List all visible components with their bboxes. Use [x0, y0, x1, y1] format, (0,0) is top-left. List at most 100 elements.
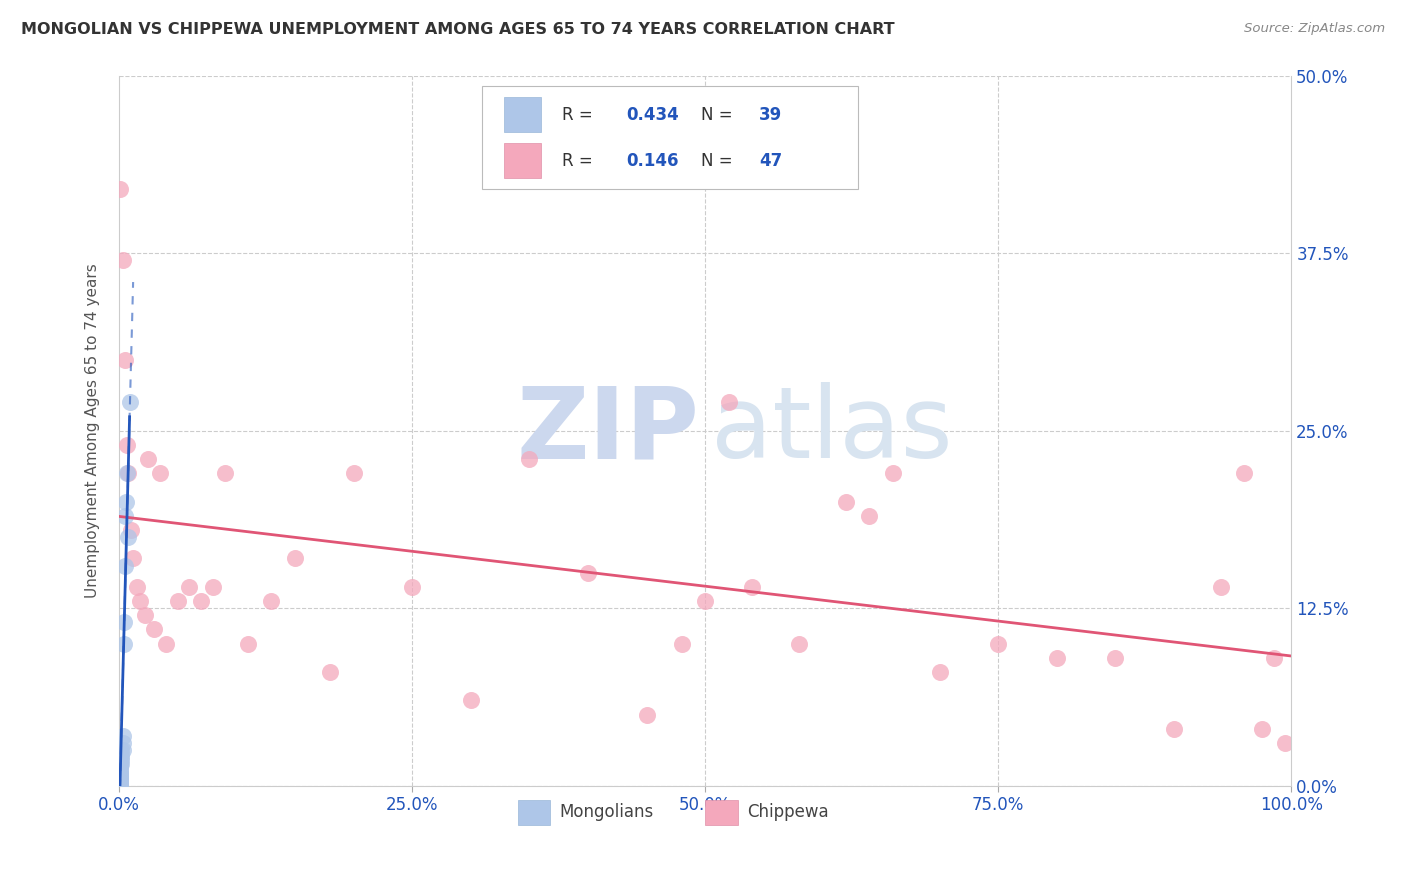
Point — [179, 580, 201, 594]
Point — [155, 637, 177, 651]
Point — [118, 395, 141, 409]
Point — [1209, 580, 1232, 594]
Text: N =: N = — [700, 105, 737, 124]
Point — [741, 580, 763, 594]
Point — [114, 508, 136, 523]
Point — [110, 766, 132, 780]
Point — [236, 637, 259, 651]
Point — [108, 774, 131, 789]
Text: Chippewa: Chippewa — [748, 803, 830, 821]
Point — [110, 779, 132, 793]
Point — [108, 776, 131, 790]
Point — [134, 608, 156, 623]
Point — [190, 594, 212, 608]
Y-axis label: Unemployment Among Ages 65 to 74 years: Unemployment Among Ages 65 to 74 years — [86, 263, 100, 598]
Point — [342, 467, 364, 481]
Point — [787, 637, 810, 651]
Point — [110, 757, 132, 772]
Point — [108, 770, 131, 784]
Point — [110, 764, 132, 779]
Point — [460, 693, 482, 707]
Bar — [503, 97, 541, 132]
Point — [112, 615, 135, 630]
Point — [117, 467, 139, 481]
Point — [1233, 467, 1256, 481]
Point — [108, 772, 131, 786]
Point — [1163, 722, 1185, 736]
Point — [129, 594, 152, 608]
Point — [110, 750, 132, 764]
Text: atlas: atlas — [711, 382, 953, 479]
Point — [110, 779, 132, 793]
Point — [108, 774, 131, 789]
Point — [1274, 736, 1296, 750]
Point — [122, 551, 145, 566]
Point — [671, 637, 693, 651]
Point — [110, 757, 132, 772]
Point — [108, 779, 131, 793]
Point — [138, 452, 160, 467]
Text: 0.146: 0.146 — [627, 152, 679, 169]
Text: MONGOLIAN VS CHIPPEWA UNEMPLOYMENT AMONG AGES 65 TO 74 YEARS CORRELATION CHART: MONGOLIAN VS CHIPPEWA UNEMPLOYMENT AMONG… — [21, 22, 894, 37]
Bar — [503, 143, 541, 178]
Point — [110, 182, 132, 196]
Point — [120, 523, 142, 537]
Bar — [517, 800, 551, 825]
Point — [149, 467, 172, 481]
Point — [117, 530, 139, 544]
Point — [110, 767, 132, 781]
Text: N =: N = — [700, 152, 737, 169]
Point — [111, 253, 134, 268]
Point — [1046, 651, 1069, 665]
Text: Mongolians: Mongolians — [560, 803, 654, 821]
Point — [201, 580, 224, 594]
Point — [108, 779, 131, 793]
Point — [214, 467, 236, 481]
Point — [110, 757, 132, 772]
Point — [117, 467, 139, 481]
Point — [143, 623, 166, 637]
Point — [695, 594, 717, 608]
Point — [110, 769, 132, 783]
Point — [108, 779, 131, 793]
Point — [110, 777, 132, 791]
Point — [110, 772, 132, 786]
Point — [928, 665, 950, 679]
Text: R =: R = — [562, 152, 598, 169]
Point — [319, 665, 342, 679]
Point — [401, 580, 423, 594]
Point — [858, 508, 880, 523]
Point — [1104, 651, 1126, 665]
Point — [260, 594, 283, 608]
Point — [117, 438, 139, 452]
Point — [114, 558, 136, 573]
Text: Source: ZipAtlas.com: Source: ZipAtlas.com — [1244, 22, 1385, 36]
Point — [284, 551, 307, 566]
Point — [1251, 722, 1274, 736]
Point — [110, 747, 132, 762]
Point — [1263, 651, 1285, 665]
Text: 0.434: 0.434 — [627, 105, 679, 124]
Point — [110, 753, 132, 767]
Point — [111, 736, 134, 750]
Point — [108, 772, 131, 786]
Point — [111, 729, 134, 743]
Point — [576, 566, 599, 580]
Point — [125, 580, 148, 594]
Point — [110, 743, 132, 757]
Text: ZIP: ZIP — [516, 382, 699, 479]
Point — [111, 743, 134, 757]
Point — [110, 770, 132, 784]
Text: R =: R = — [562, 105, 598, 124]
Point — [987, 637, 1010, 651]
Point — [110, 760, 132, 774]
Point — [112, 637, 135, 651]
Point — [717, 395, 740, 409]
FancyBboxPatch shape — [482, 87, 858, 189]
Point — [636, 707, 658, 722]
Point — [114, 352, 136, 367]
Point — [835, 494, 858, 508]
Bar — [706, 800, 738, 825]
Text: 47: 47 — [759, 152, 782, 169]
Point — [166, 594, 188, 608]
